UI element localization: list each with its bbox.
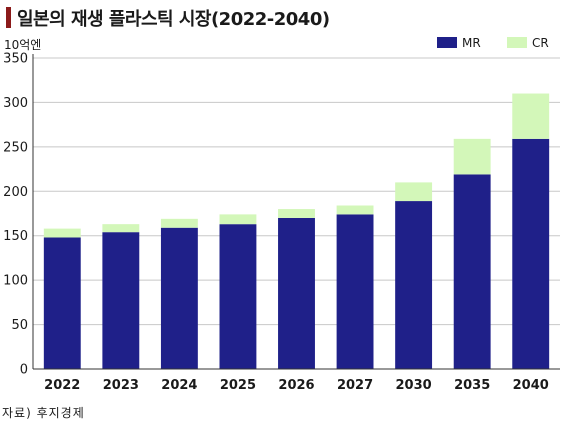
y-tick-label: 300	[3, 96, 28, 111]
bar-cr-2040	[512, 93, 550, 139]
bar-cr-2026	[278, 209, 315, 218]
bar-cr-2027	[336, 205, 374, 215]
source-note: 자료) 후지경제	[2, 406, 85, 420]
bar-cr-2024	[160, 218, 198, 228]
x-tick-label: 2035	[454, 378, 490, 393]
x-tick-label: 2022	[44, 378, 80, 393]
bar-mr-2040	[512, 138, 550, 369]
bar-mr-2023	[102, 232, 140, 369]
x-tick-label: 2025	[220, 378, 256, 393]
legend-swatch-cr	[507, 37, 527, 48]
y-tick-label: 50	[11, 318, 28, 333]
axes: 0 50 100 150 200 250 300 350 2022 2023 2024 2025 202…	[3, 52, 560, 393]
bar-mr-2025	[219, 224, 257, 369]
x-tick-label: 2026	[278, 378, 314, 393]
bar-mr-2027	[336, 214, 374, 369]
title-accent-bar	[6, 7, 11, 28]
y-tick-label: 250	[3, 140, 28, 155]
y-tick-label: 350	[3, 52, 28, 67]
bar-cr-2030	[395, 182, 433, 202]
x-tick-label: 2027	[337, 378, 373, 393]
legend-swatch-mr	[437, 37, 457, 48]
y-tick-label: 150	[3, 229, 28, 244]
bar-mr-2030	[395, 201, 433, 369]
x-tick-label: 2040	[513, 378, 549, 393]
bar-mr-2022	[43, 237, 81, 369]
bar-cr-2022	[43, 228, 81, 238]
legend: MR CR	[437, 36, 549, 50]
bar-mr-2024	[160, 227, 198, 369]
x-tick-label: 2023	[103, 378, 139, 393]
legend-label-mr: MR	[462, 36, 481, 50]
y-tick-label: 0	[20, 363, 28, 378]
bars	[43, 93, 550, 369]
bar-mr-2026	[278, 217, 315, 369]
x-tick-label: 2030	[396, 378, 432, 393]
y-tick-label: 200	[3, 185, 28, 200]
bar-cr-2035	[453, 138, 491, 175]
legend-label-cr: CR	[532, 36, 549, 50]
bar-mr-2035	[453, 174, 491, 369]
bar-cr-2025	[219, 214, 257, 225]
chart-title: 일본의 재생 플라스틱 시장(2022-2040)	[17, 9, 330, 30]
bar-cr-2023	[102, 224, 140, 233]
y-tick-label: 100	[3, 274, 28, 289]
x-tick-label: 2024	[161, 378, 197, 393]
y-axis-unit: 10억엔	[4, 38, 42, 52]
